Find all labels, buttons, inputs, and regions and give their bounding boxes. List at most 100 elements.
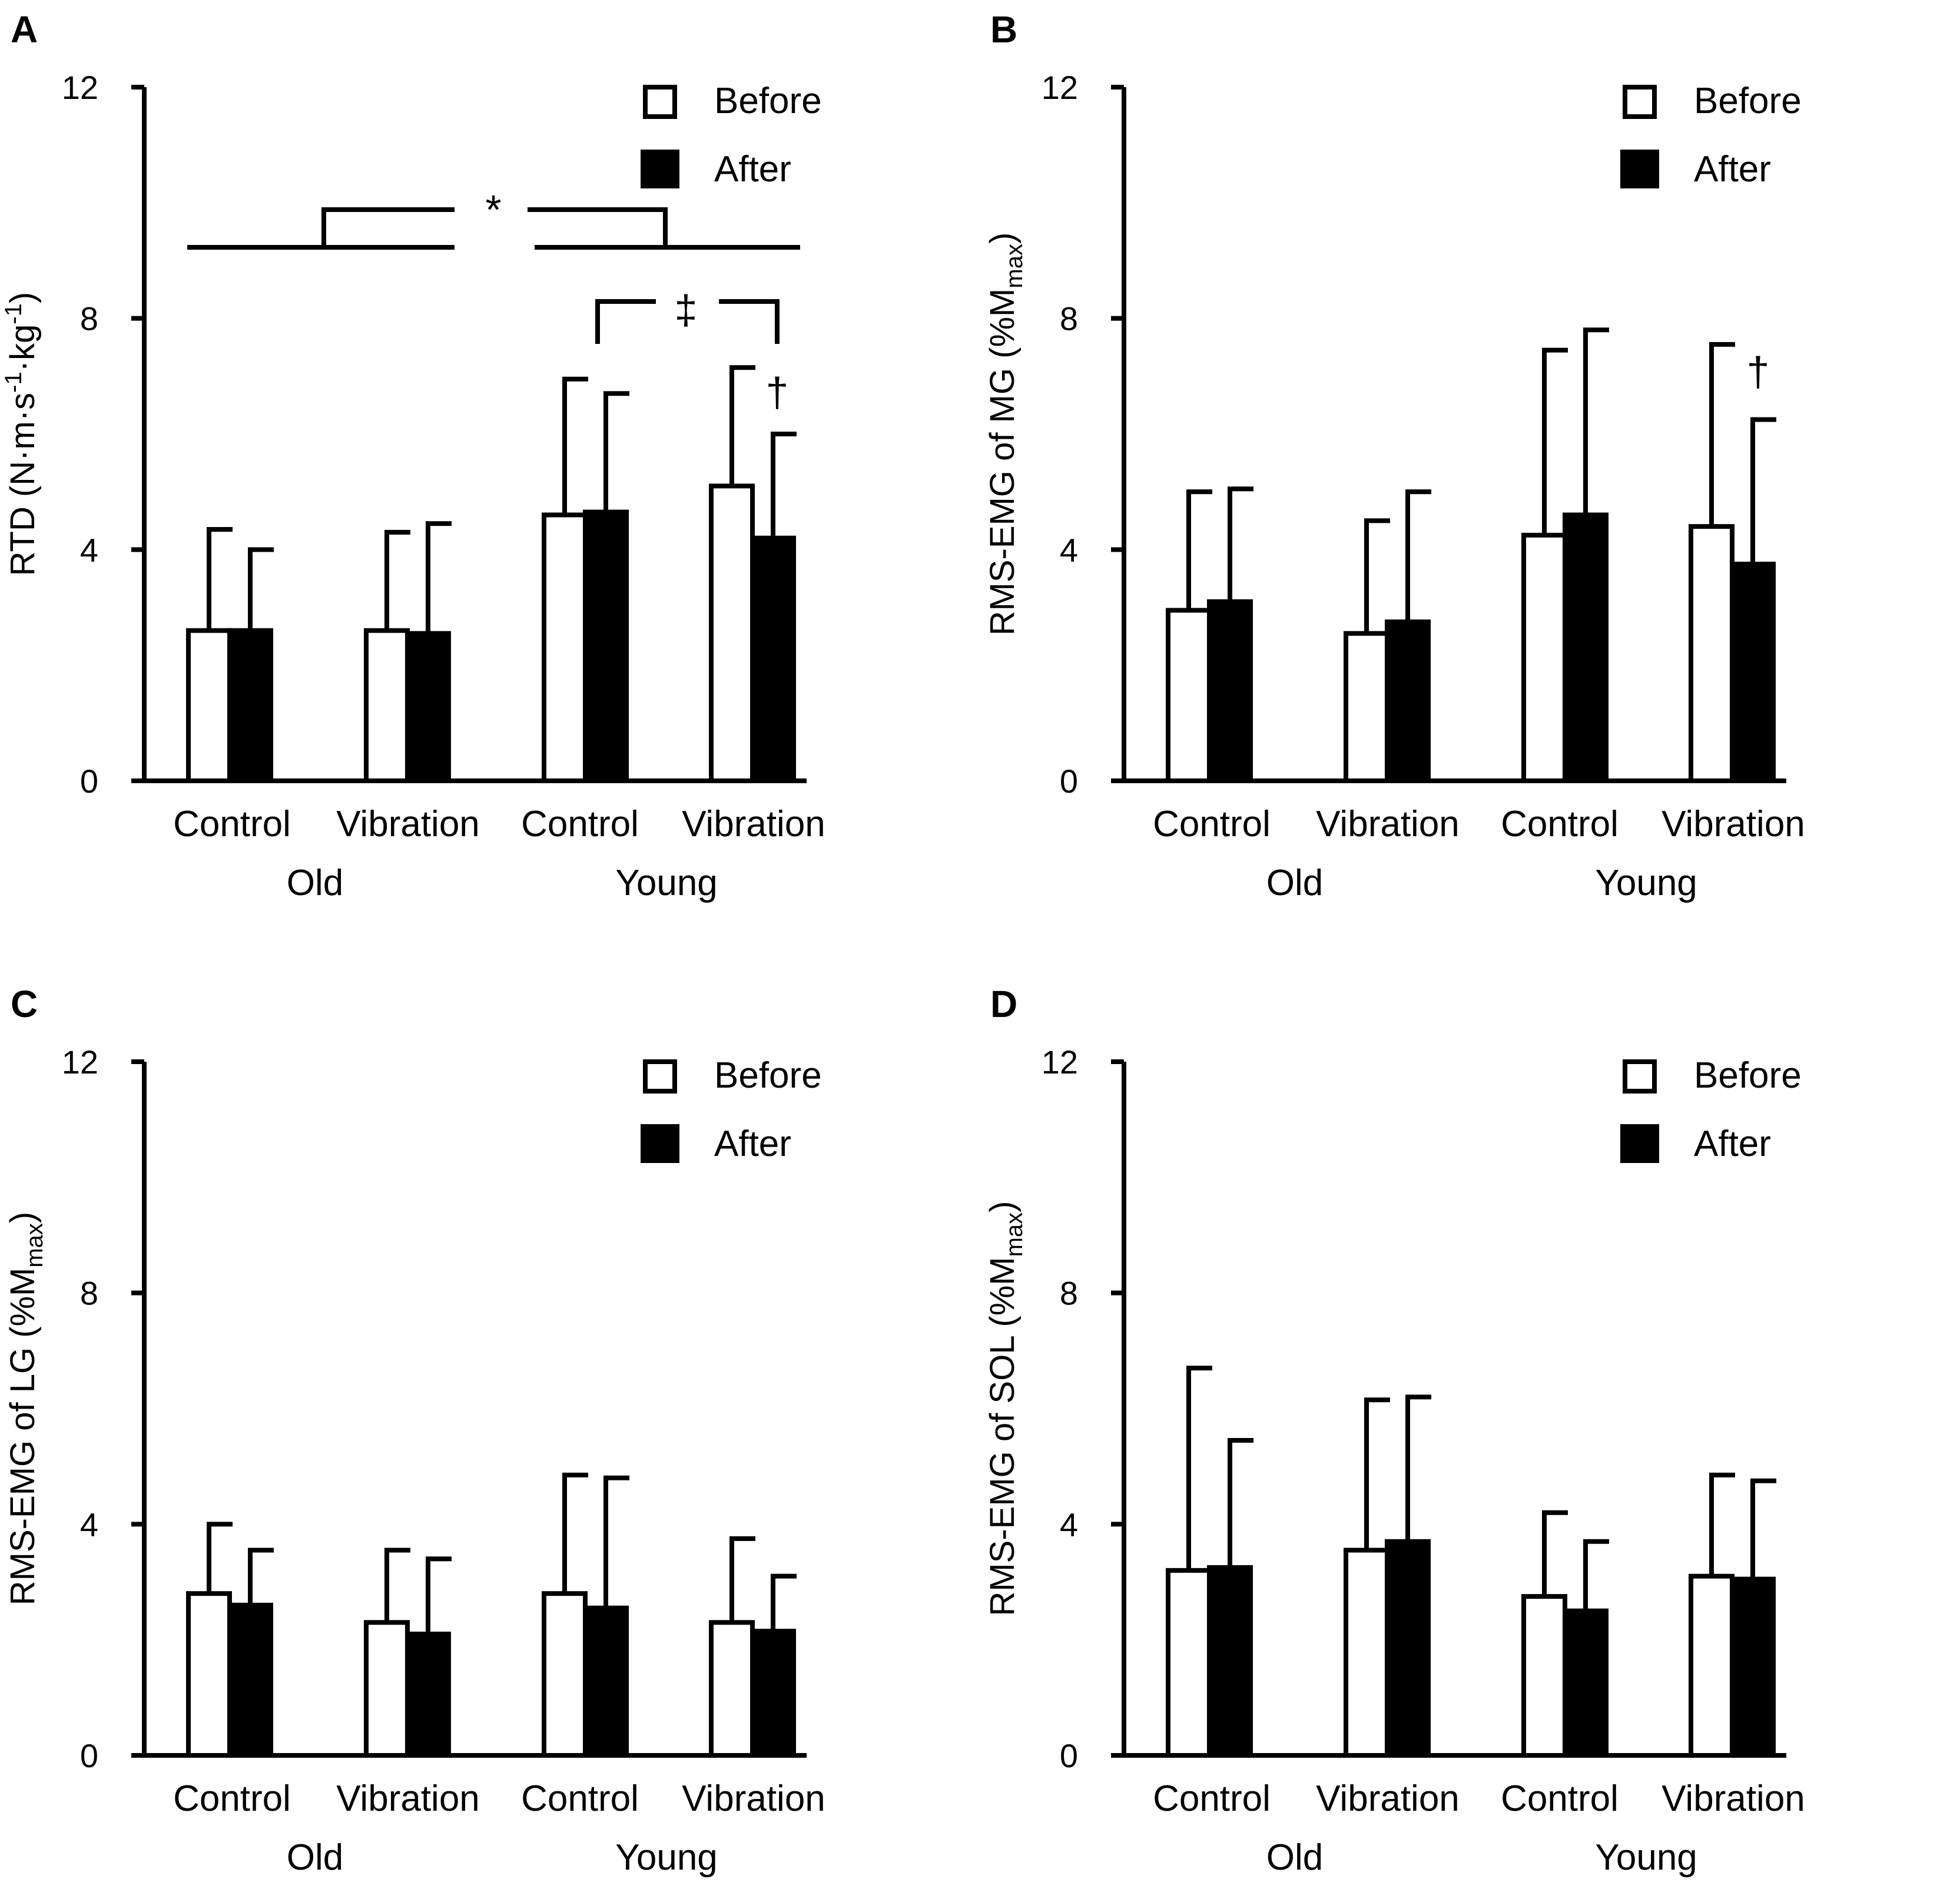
bar-before-1 [364,628,410,784]
bar-before-2 [542,512,588,784]
y-axis-label-end: ) [4,1212,42,1223]
bar-before-2 [1521,1594,1567,1758]
legend-label-after: After [714,149,791,190]
y-axis-label-main: RMS-EMG of SOL (%M [983,1257,1022,1616]
y-tick-label: 0 [80,763,98,800]
x-tick-label: Vibration [1661,804,1805,844]
bar-after-3 [750,535,796,783]
group-label: Young [1595,1837,1697,1878]
legend-label-before: Before [1694,1055,1802,1096]
panel-label: C [11,983,38,1025]
bar-before-1 [364,1620,410,1758]
x-tick-label: Control [173,1778,291,1819]
y-tick-label: 0 [1060,1737,1078,1774]
y-tick-label: 4 [80,531,98,568]
legend-label-before: Before [714,81,822,121]
y-tick-label: 8 [80,300,98,337]
y-tick-label: 8 [1060,1275,1078,1312]
y-axis-label-subscript: max [1001,1212,1027,1257]
y-axis-label: RMS-EMG of LG (%Mmax) [4,1212,48,1606]
x-tick-label: Control [1501,804,1619,844]
bar-before-2 [542,1591,588,1758]
x-tick-label: Vibration [1661,1778,1805,1819]
bar-before-0 [186,1591,232,1758]
legend-label-after: After [1694,1124,1771,1164]
bar-before-1 [1344,631,1389,784]
group-label: Young [615,1837,718,1878]
bar-after-0 [1207,599,1253,784]
bar-before-2 [1521,532,1567,784]
y-axis-label-superscript: -1 [1,372,26,393]
y-axis-label: RMS-EMG of MG (%Mmax) [983,233,1027,636]
legend-swatch-after [1620,150,1659,188]
legend-swatch-before [1623,1059,1657,1094]
bar-after-0 [227,1602,273,1758]
y-tick-label: 4 [80,1506,98,1543]
bar-before-0 [1166,608,1212,783]
legend-swatch-after [1620,1124,1659,1163]
y-tick-label: 8 [80,1275,98,1312]
significance-double-dagger: ‡ [675,287,698,333]
bar-after-0 [1207,1565,1253,1758]
bar-after-1 [1385,1539,1431,1758]
y-tick-label: 8 [1060,300,1078,337]
group-label: Old [287,1837,343,1878]
x-tick-label: Control [1153,804,1271,844]
x-tick-label: Control [173,804,291,844]
bar-after-1 [405,1631,451,1758]
y-axis-label: RTD (N·m·s-1·kg-1) [1,292,42,576]
group-label: Old [1266,863,1323,903]
bar-after-2 [1563,512,1609,784]
x-tick-label: Vibration [682,1778,825,1819]
panel-label: A [11,8,38,51]
bar-after-3 [1730,1576,1776,1758]
legend-label-before: Before [714,1055,822,1096]
y-tick-label: 0 [80,1737,98,1774]
bar-before-0 [186,628,232,784]
y-tick-label: 4 [1060,1506,1078,1543]
x-tick-label: Vibration [336,1778,480,1819]
group-label: Old [287,863,343,903]
legend-label-after: After [714,1124,791,1164]
panel-b: B 0 4 8 12 RMS-EMG of MG (%Mmax) Control Vibrat… [983,8,1805,903]
y-axis-label-main: RTD (N·m·s [4,393,42,576]
legend-swatch-before [643,85,677,119]
panel-c: C 0 4 8 12 RMS-EMG of LG (%Mmax) Control Vibrat… [4,983,825,1878]
y-axis-label-mid: ·kg [4,324,42,372]
y-tick-label: 12 [62,69,98,106]
bar-after-1 [405,631,451,784]
bar-after-2 [1563,1608,1609,1758]
y-axis-label-superscript: -1 [1,303,26,324]
x-tick-label: Vibration [682,804,825,844]
bar-before-3 [1689,524,1735,783]
panel-a: A 0 4 8 12 RTD (N·m·s-1·kg-1) Control Vibration… [1,8,825,903]
y-tick-label: 12 [62,1043,98,1081]
panel-label: D [990,983,1017,1025]
legend-swatch-after [641,150,679,188]
bar-before-3 [709,1620,755,1758]
group-label: Young [1595,863,1697,903]
y-tick-label: 4 [1060,531,1078,568]
x-tick-label: Vibration [336,804,480,844]
bar-after-3 [750,1628,796,1758]
y-axis-label-subscript: max [1001,244,1027,289]
x-tick-label: Vibration [1316,804,1460,844]
y-axis-label-end: ) [983,1201,1022,1212]
panel-d: D 0 4 8 12 RMS-EMG of SOL (%Mmax) Control Vibra… [983,983,1805,1878]
bar-after-2 [583,1605,629,1758]
y-axis-label-end: ) [983,233,1022,244]
bar-after-3 [1730,561,1776,783]
bar-before-1 [1344,1548,1389,1758]
bar-before-3 [1689,1573,1735,1758]
x-tick-label: Control [1153,1778,1271,1819]
x-tick-label: Control [1501,1778,1619,1819]
y-tick-label: 12 [1042,1043,1078,1081]
group-label: Old [1266,1837,1323,1878]
x-tick-label: Vibration [1316,1778,1460,1819]
significance-star: * [485,187,501,233]
significance-dagger: † [766,369,789,415]
bar-after-1 [1385,619,1431,783]
legend-swatch-before [643,1059,677,1094]
y-axis-label: RMS-EMG of SOL (%Mmax) [983,1201,1027,1616]
